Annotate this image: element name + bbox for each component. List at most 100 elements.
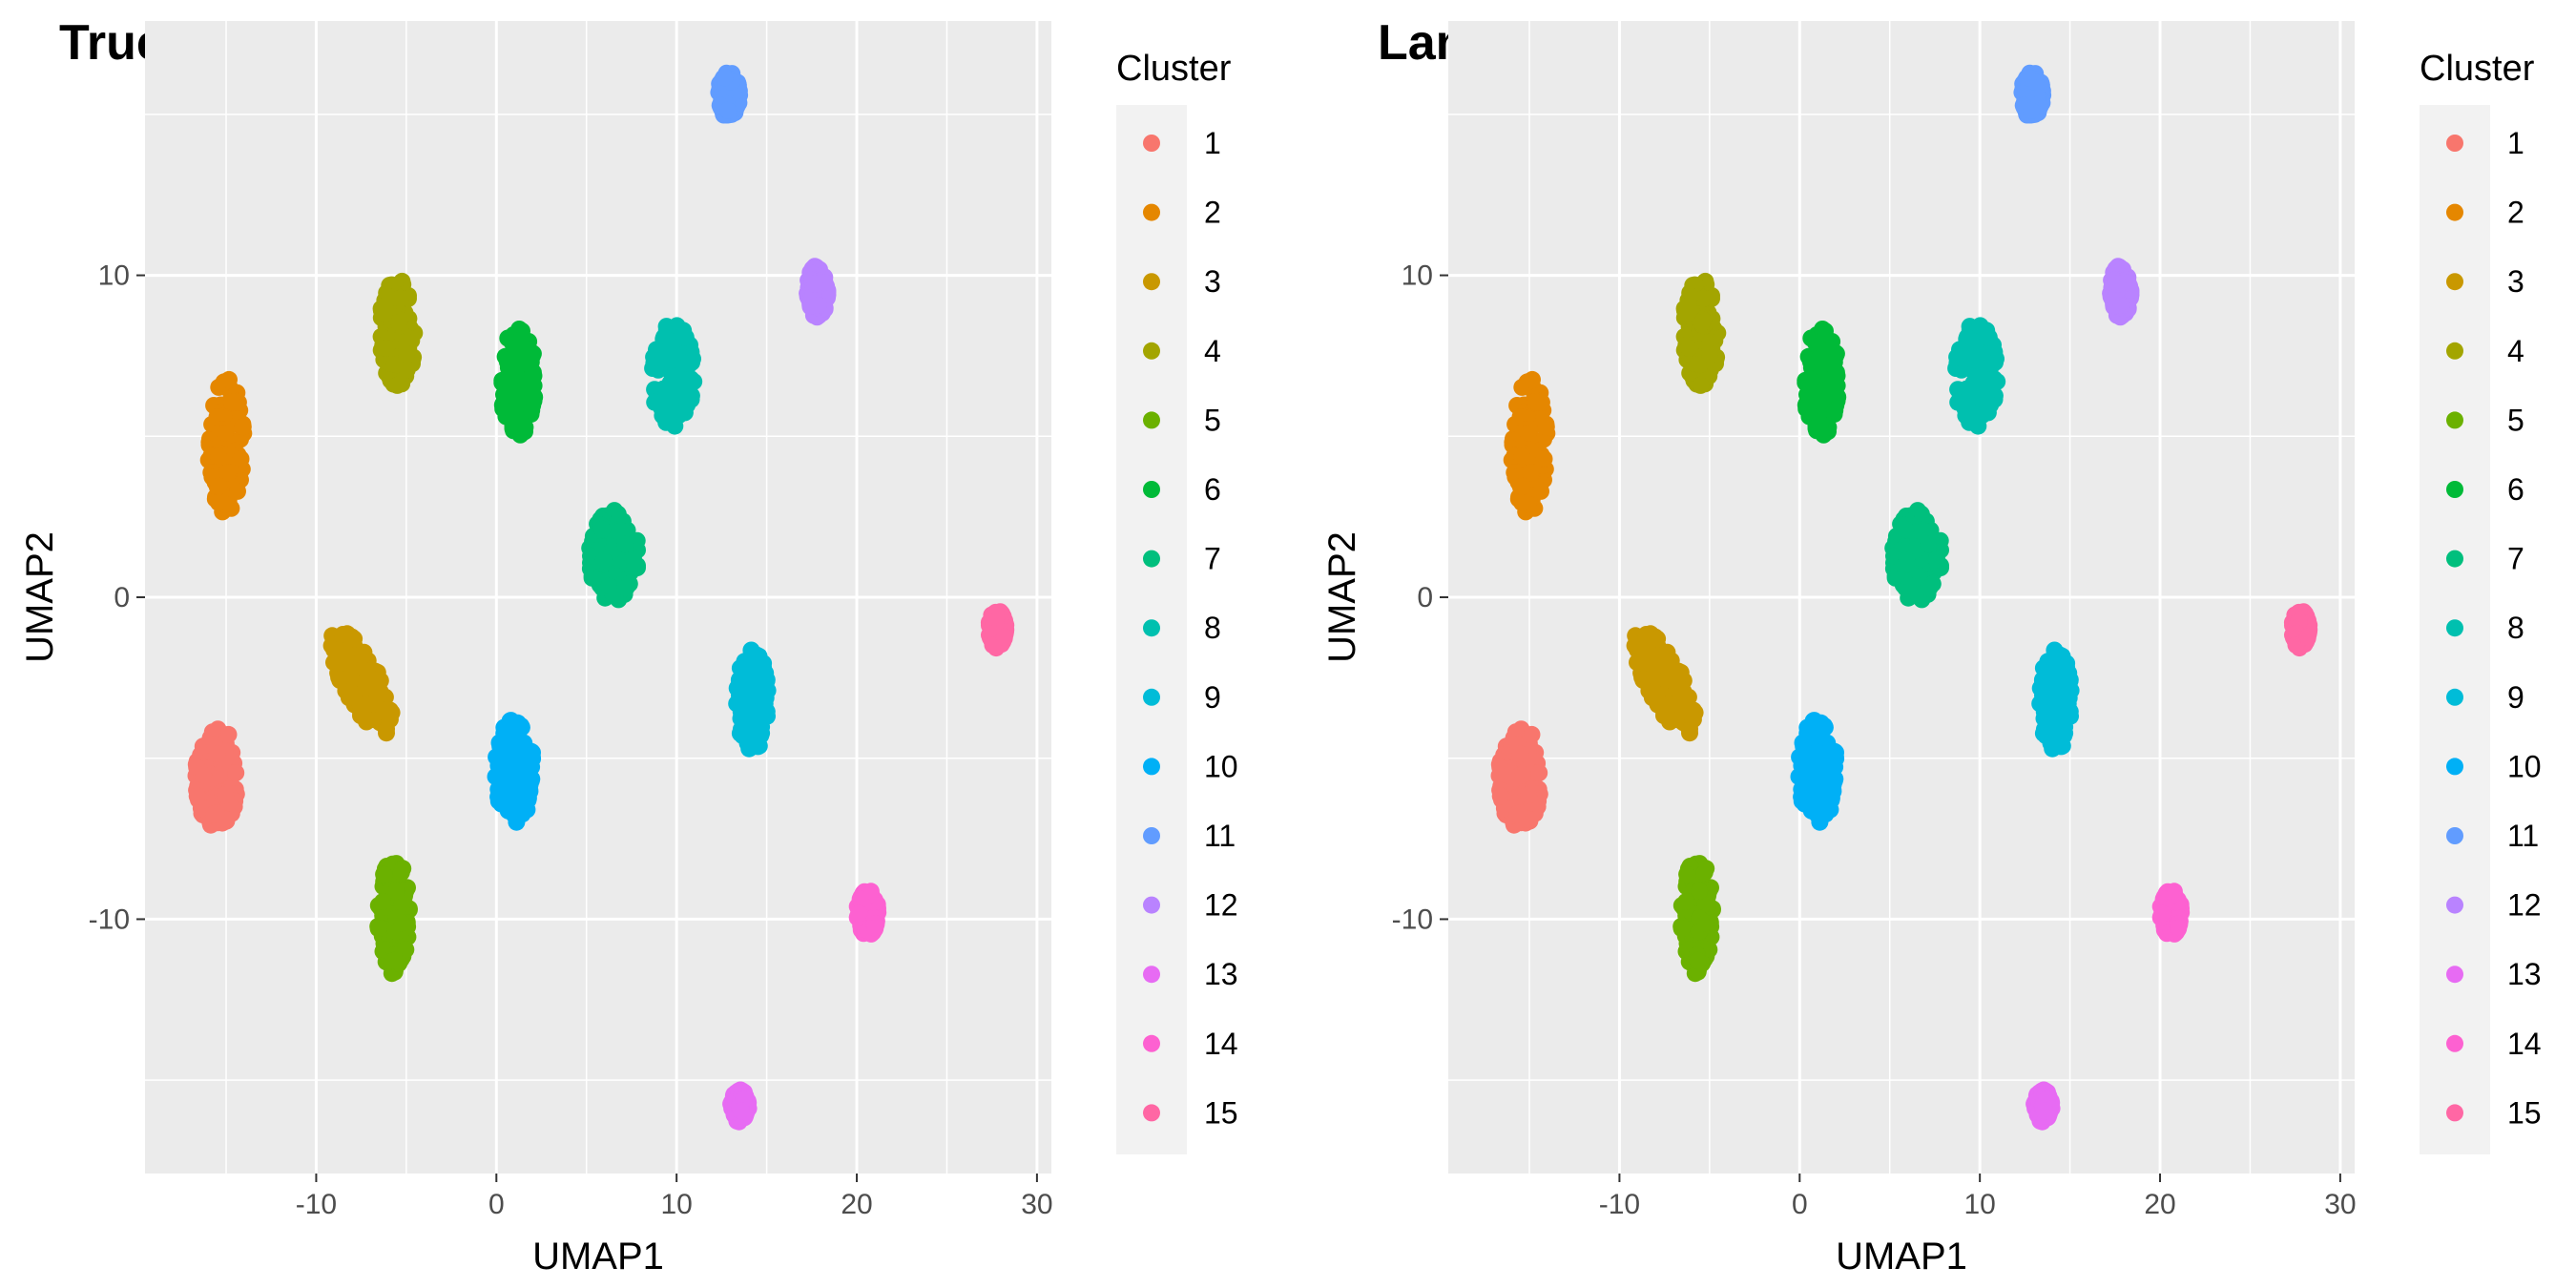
data-point — [728, 695, 746, 713]
x-tick-label: 30 — [1021, 1189, 1052, 1220]
data-point — [1491, 787, 1509, 805]
data-point — [1795, 751, 1813, 769]
data-points — [187, 64, 1015, 1131]
cluster-2-points — [1503, 370, 1556, 521]
data-point — [1513, 493, 1530, 511]
legend-key-15 — [2446, 1104, 2463, 1122]
data-point — [1681, 724, 1698, 742]
data-point — [806, 275, 823, 293]
data-point — [393, 895, 411, 913]
data-point — [1513, 477, 1531, 495]
data-point — [188, 787, 206, 805]
data-point — [1508, 805, 1526, 823]
cluster-14-points — [848, 883, 887, 943]
legend-key-10 — [1143, 758, 1160, 776]
x-tick-label: -10 — [1599, 1189, 1640, 1220]
data-point — [357, 661, 375, 679]
cluster-15-points — [980, 603, 1015, 657]
data-point — [388, 376, 406, 394]
data-point — [203, 723, 221, 741]
data-point — [1898, 551, 1916, 570]
data-point — [1813, 715, 1830, 733]
y-tick-label: -10 — [89, 904, 130, 935]
x-tick-label: 30 — [2324, 1189, 2356, 1220]
y-axis-label: UMAP2 — [19, 531, 61, 663]
x-tick-label: 0 — [1792, 1189, 1808, 1220]
data-point — [515, 343, 532, 361]
data-point — [583, 567, 601, 585]
data-point — [1982, 396, 2000, 414]
cluster-15-points — [2283, 603, 2318, 657]
data-point — [866, 919, 884, 937]
data-point — [498, 371, 516, 389]
cluster-8-points — [644, 317, 703, 435]
data-point — [325, 641, 343, 659]
data-point — [524, 367, 541, 385]
data-point — [1668, 676, 1685, 695]
data-point — [2019, 69, 2037, 87]
legend-label-13: 13 — [2507, 957, 2542, 991]
data-point — [1537, 418, 1555, 436]
data-point — [1527, 393, 1545, 411]
data-point — [1965, 338, 1984, 356]
data-point — [378, 724, 395, 742]
data-point — [499, 800, 517, 819]
legend-key-12 — [2446, 896, 2463, 914]
x-ticks: -10 0 10 20 30 — [1599, 1174, 2357, 1220]
y-tick-label: 10 — [1402, 260, 1433, 292]
data-point — [523, 402, 541, 420]
data-point — [217, 786, 235, 804]
cluster-8-points — [1947, 317, 2006, 435]
legend-label-11: 11 — [1204, 819, 1236, 853]
data-point — [1827, 367, 1844, 385]
data-point — [1511, 745, 1529, 763]
legend-key-13 — [1143, 966, 1160, 984]
data-point — [210, 447, 228, 466]
data-point — [1535, 450, 1553, 467]
data-point — [665, 384, 683, 402]
data-point — [1684, 711, 1702, 729]
legend-key-10 — [2446, 758, 2463, 776]
cluster-12-points — [799, 258, 837, 326]
cluster-5-points — [369, 855, 418, 983]
legend-key-14 — [2446, 1034, 2463, 1052]
data-point — [2170, 919, 2188, 937]
legend-key-2 — [1143, 203, 1160, 221]
data-point — [663, 351, 681, 369]
x-tick-label: 20 — [2144, 1189, 2175, 1220]
data-point — [1796, 766, 1814, 784]
data-point — [678, 396, 696, 414]
legend-label-1: 1 — [1204, 126, 1221, 160]
x-axis-label: UMAP1 — [532, 1236, 664, 1278]
data-point — [616, 535, 634, 553]
data-point — [1966, 351, 1984, 369]
legend-label-7: 7 — [2507, 542, 2524, 576]
data-point — [1506, 723, 1525, 741]
x-tick-label: -10 — [296, 1189, 337, 1220]
cluster-4-points — [372, 272, 424, 394]
cluster-10-points — [487, 712, 542, 831]
legend-label-15: 15 — [1204, 1095, 1238, 1130]
data-point — [1498, 766, 1516, 784]
data-point — [1691, 882, 1709, 900]
data-point — [743, 702, 761, 720]
data-point — [616, 579, 634, 597]
data-point — [2046, 702, 2065, 720]
data-point — [732, 1102, 750, 1120]
legend-key-15 — [1143, 1104, 1160, 1122]
legend-key-4 — [1143, 342, 1160, 360]
data-point — [392, 863, 410, 882]
legend-key-11 — [2446, 827, 2463, 844]
data-point — [1654, 696, 1672, 715]
legend-label-12: 12 — [1204, 888, 1238, 923]
y-tick-label: -10 — [1392, 904, 1433, 935]
cluster-3-points — [1626, 625, 1704, 742]
data-point — [1692, 376, 1710, 394]
legend-key-11 — [1143, 827, 1160, 844]
data-point — [1634, 654, 1652, 672]
data-point — [234, 418, 252, 436]
data-point — [509, 715, 527, 733]
legend-key-8 — [1143, 619, 1160, 637]
